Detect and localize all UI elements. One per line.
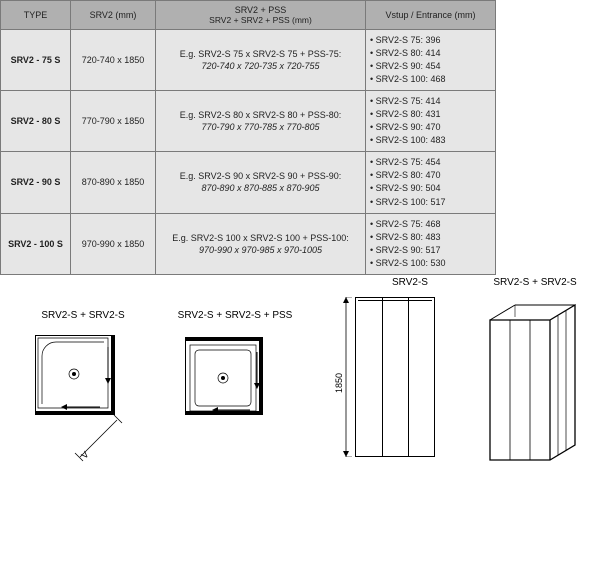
cell-combo: E.g. SRV2-S 90 x SRV2-S 90 + PSS-90:870-…: [156, 152, 366, 213]
spec-table: TYPE SRV2 (mm) SRV2 + PSS SRV2 + SRV2 + …: [0, 0, 496, 275]
th-combo: SRV2 + PSS SRV2 + SRV2 + PSS (mm): [156, 1, 366, 30]
elev1-height: 1850: [334, 373, 344, 393]
elev1-label: SRV2-S: [370, 277, 450, 288]
plan1-label: SRV2-S + SRV2-S: [23, 310, 143, 321]
cell-vstup: • SRV2-S 75: 396• SRV2-S 80: 414• SRV2-S…: [366, 30, 496, 91]
cell-combo: E.g. SRV2-S 100 x SRV2-S 100 + PSS-100:9…: [156, 213, 366, 274]
diagrams-area: SRV2-S + SRV2-S V SRV2-S + SRV2-S + PSS: [0, 275, 600, 505]
table-header-row: TYPE SRV2 (mm) SRV2 + PSS SRV2 + SRV2 + …: [1, 1, 496, 30]
cell-srv2: 870-890 x 1850: [71, 152, 156, 213]
cell-srv2: 770-790 x 1850: [71, 91, 156, 152]
elev2-iso: [475, 295, 590, 470]
plan2-arrows: [175, 330, 295, 450]
cell-type: SRV2 - 100 S: [1, 213, 71, 274]
plan2-label: SRV2-S + SRV2-S + PSS: [160, 310, 310, 321]
table-row: SRV2 - 90 S870-890 x 1850E.g. SRV2-S 90 …: [1, 152, 496, 213]
cell-srv2: 970-990 x 1850: [71, 213, 156, 274]
th-type: TYPE: [1, 1, 71, 30]
cell-combo: E.g. SRV2-S 80 x SRV2-S 80 + PSS-80:770-…: [156, 91, 366, 152]
th-srv2: SRV2 (mm): [71, 1, 156, 30]
cell-srv2: 720-740 x 1850: [71, 30, 156, 91]
cell-vstup: • SRV2-S 75: 468• SRV2-S 80: 483• SRV2-S…: [366, 213, 496, 274]
table-row: SRV2 - 80 S770-790 x 1850E.g. SRV2-S 80 …: [1, 91, 496, 152]
cell-vstup: • SRV2-S 75: 414• SRV2-S 80: 431• SRV2-S…: [366, 91, 496, 152]
th-combo-sub: SRV2 + SRV2 + PSS (mm): [160, 15, 361, 25]
cell-type: SRV2 - 75 S: [1, 30, 71, 91]
th-combo-top: SRV2 + PSS: [235, 5, 287, 15]
cell-combo: E.g. SRV2-S 75 x SRV2-S 75 + PSS-75:720-…: [156, 30, 366, 91]
table-row: SRV2 - 75 S720-740 x 1850E.g. SRV2-S 75 …: [1, 30, 496, 91]
table-row: SRV2 - 100 S970-990 x 1850E.g. SRV2-S 10…: [1, 213, 496, 274]
elev1-panel: [355, 297, 435, 457]
cell-vstup: • SRV2-S 75: 454• SRV2-S 80: 470• SRV2-S…: [366, 152, 496, 213]
elev2-label: SRV2-S + SRV2-S: [475, 277, 595, 288]
cell-type: SRV2 - 90 S: [1, 152, 71, 213]
plan1-arrows: [20, 325, 160, 465]
cell-type: SRV2 - 80 S: [1, 91, 71, 152]
th-vstup: Vstup / Entrance (mm): [366, 1, 496, 30]
